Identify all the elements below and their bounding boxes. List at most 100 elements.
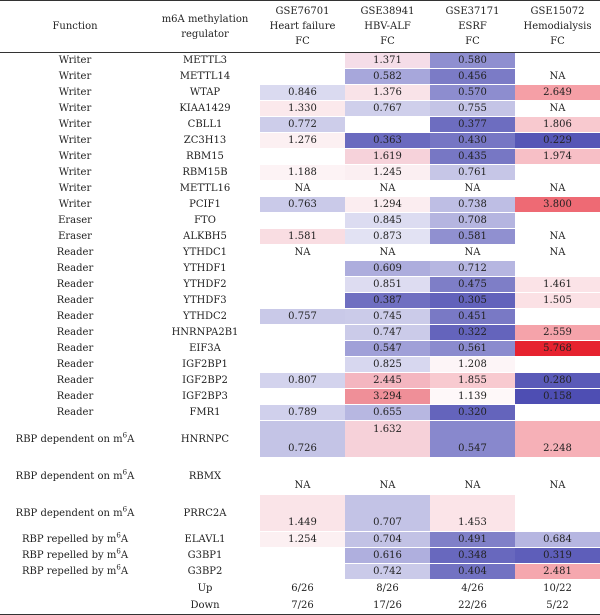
summary-value: 7/26 bbox=[260, 597, 345, 615]
fc-cell: NA bbox=[515, 68, 600, 85]
table-row: Writer WTAP 0.846 1.376 0.570 2.649 bbox=[0, 84, 600, 101]
fc-cell: NA bbox=[515, 100, 600, 117]
fc-cell: 1.294 bbox=[345, 196, 430, 213]
regulator-cell: YTHDF1 bbox=[150, 260, 260, 277]
regulator-cell: YTHDC2 bbox=[150, 308, 260, 325]
regulator-cell: EIF3A bbox=[150, 340, 260, 357]
function-cell: Writer bbox=[0, 148, 150, 165]
function-cell: Writer bbox=[0, 52, 150, 69]
fc-cell: 0.491 bbox=[430, 531, 515, 548]
regulator-cell: METTL14 bbox=[150, 68, 260, 85]
fc-cell: 0.305 bbox=[430, 292, 515, 309]
header-dataset-1: GSE76701 Heart failure FC bbox=[260, 0, 345, 53]
summary-label: Up bbox=[150, 579, 260, 597]
fc-cell: 1.245 bbox=[345, 164, 430, 181]
function-cell: Reader bbox=[0, 260, 150, 277]
fc-cell: 1.974 bbox=[515, 148, 600, 165]
fc-cell: 0.547 bbox=[345, 340, 430, 357]
regulator-cell: YTHDF2 bbox=[150, 276, 260, 293]
table-row: Reader YTHDF1 0.609 0.712 bbox=[0, 260, 600, 277]
function-cell: Writer bbox=[0, 196, 150, 213]
function-cell: Reader bbox=[0, 340, 150, 357]
fc-cell: 0.456 bbox=[430, 68, 515, 85]
table-row: Writer KIAA1429 1.330 0.767 0.755 NA bbox=[0, 100, 600, 117]
regulator-cell: FTO bbox=[150, 212, 260, 229]
table-row: Reader IGF2BP1 0.825 1.208 bbox=[0, 356, 600, 373]
function-cell: Reader bbox=[0, 388, 150, 405]
fc-cell: 0.738 bbox=[430, 196, 515, 213]
summary-blank bbox=[0, 579, 150, 597]
fc-cell: 0.435 bbox=[430, 148, 515, 165]
function-cell: Reader bbox=[0, 276, 150, 293]
function-cell: Reader bbox=[0, 356, 150, 373]
function-cell: Writer bbox=[0, 164, 150, 181]
fc-cell: 0.712 bbox=[430, 260, 515, 277]
fc-cell: 0.547 bbox=[430, 420, 515, 458]
fc-cell: 0.319 bbox=[515, 547, 600, 564]
fc-cell: 0.387 bbox=[345, 292, 430, 309]
fc-cell: 3.294 bbox=[345, 388, 430, 405]
fc-cell: 1.208 bbox=[430, 356, 515, 373]
regulator-cell: METTL16 bbox=[150, 180, 260, 197]
fc-cell: 0.742 bbox=[345, 563, 430, 580]
fc-cell: 0.845 bbox=[345, 212, 430, 229]
fc-cell bbox=[260, 563, 345, 580]
summary-row: Up 6/26 8/26 4/26 10/22 bbox=[0, 579, 600, 597]
function-cell: Eraser bbox=[0, 228, 150, 245]
fc-cell: 0.570 bbox=[430, 84, 515, 101]
function-cell: RBP dependent on m6A bbox=[0, 420, 150, 458]
fc-cell: 0.767 bbox=[345, 100, 430, 117]
table-row: Reader HNRNPA2B1 0.747 0.322 2.559 bbox=[0, 324, 600, 341]
summary-value: 17/26 bbox=[345, 597, 430, 615]
regulator-cell: IGF2BP2 bbox=[150, 372, 260, 389]
table-row: Writer RBM15B 1.188 1.245 0.761 bbox=[0, 164, 600, 181]
function-cell: Reader bbox=[0, 324, 150, 341]
table-row: Writer ZC3H13 1.276 0.363 0.430 0.229 bbox=[0, 132, 600, 149]
function-cell: RBP repelled by m6A bbox=[0, 547, 150, 564]
fc-cell: 0.581 bbox=[430, 228, 515, 245]
fc-cell: 0.158 bbox=[515, 388, 600, 405]
fc-cell: 0.704 bbox=[345, 531, 430, 548]
fc-cell: 2.559 bbox=[515, 324, 600, 341]
regulator-cell: PRRC2A bbox=[150, 494, 260, 532]
function-cell: Writer bbox=[0, 132, 150, 149]
summary-value: 8/26 bbox=[345, 579, 430, 597]
fc-cell bbox=[515, 212, 600, 229]
fc-cell: NA bbox=[515, 457, 600, 495]
table-body: Writer METTL3 1.371 0.580 Writer METTL14 0.582… bbox=[0, 52, 600, 580]
regulator-cell: PCIF1 bbox=[150, 196, 260, 213]
fc-cell: 1.632 bbox=[345, 420, 430, 458]
fc-cell bbox=[260, 356, 345, 373]
table-row: Writer METTL3 1.371 0.580 bbox=[0, 52, 600, 69]
fc-cell: NA bbox=[260, 457, 345, 495]
header-dataset-3: GSE37171 ESRF FC bbox=[430, 0, 515, 53]
fc-cell bbox=[515, 164, 600, 181]
function-cell: Reader bbox=[0, 292, 150, 309]
fc-cell: 0.708 bbox=[430, 212, 515, 229]
table-row: RBP repelled by m6A G3BP1 0.616 0.348 0.319 bbox=[0, 547, 600, 564]
fc-cell bbox=[260, 547, 345, 564]
fc-cell: 1.806 bbox=[515, 116, 600, 133]
fc-cell bbox=[515, 260, 600, 277]
fc-cell bbox=[260, 68, 345, 85]
fc-cell: 0.348 bbox=[430, 547, 515, 564]
regulator-cell: RBM15 bbox=[150, 148, 260, 165]
fc-cell: 1.139 bbox=[430, 388, 515, 405]
regulator-cell: G3BP1 bbox=[150, 547, 260, 564]
fc-cell: 1.855 bbox=[430, 372, 515, 389]
table-row: RBP dependent on m6A PRRC2A 1.449 0.707 1.45… bbox=[0, 494, 600, 532]
fc-cell: 3.800 bbox=[515, 196, 600, 213]
fc-cell: 0.430 bbox=[430, 132, 515, 149]
table-row: Reader IGF2BP3 3.294 1.139 0.158 bbox=[0, 388, 600, 405]
fc-cell bbox=[260, 260, 345, 277]
table-row: RBP repelled by m6A ELAVL1 1.254 0.704 0.491… bbox=[0, 531, 600, 548]
fc-cell: NA bbox=[430, 457, 515, 495]
fc-cell: 0.609 bbox=[345, 260, 430, 277]
fc-cell: 1.371 bbox=[345, 52, 430, 69]
fc-cell: 1.188 bbox=[260, 164, 345, 181]
regulator-cell: YTHDC1 bbox=[150, 244, 260, 261]
fc-cell: 1.581 bbox=[260, 228, 345, 245]
fc-cell: 0.726 bbox=[260, 420, 345, 458]
function-cell: Eraser bbox=[0, 212, 150, 229]
